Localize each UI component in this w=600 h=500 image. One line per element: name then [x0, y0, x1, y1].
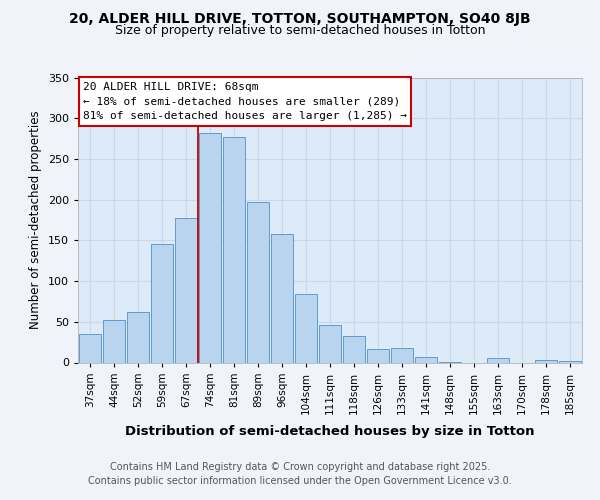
Bar [535, 360, 557, 362]
Bar [127, 312, 149, 362]
Bar [175, 218, 197, 362]
Bar [391, 348, 413, 362]
Text: Contains HM Land Registry data © Crown copyright and database right 2025.: Contains HM Land Registry data © Crown c… [110, 462, 490, 472]
Bar [199, 133, 221, 362]
Bar [487, 358, 509, 362]
Bar [559, 361, 581, 362]
Y-axis label: Number of semi-detached properties: Number of semi-detached properties [29, 110, 42, 330]
Bar [79, 334, 101, 362]
Bar [247, 202, 269, 362]
Bar [415, 357, 437, 362]
Bar [295, 294, 317, 362]
Bar [151, 244, 173, 362]
Text: Size of property relative to semi-detached houses in Totton: Size of property relative to semi-detach… [115, 24, 485, 37]
Text: 20, ALDER HILL DRIVE, TOTTON, SOUTHAMPTON, SO40 8JB: 20, ALDER HILL DRIVE, TOTTON, SOUTHAMPTO… [69, 12, 531, 26]
Bar [103, 320, 125, 362]
Bar [223, 137, 245, 362]
Bar [367, 350, 389, 362]
Bar [343, 336, 365, 362]
Text: Contains public sector information licensed under the Open Government Licence v3: Contains public sector information licen… [88, 476, 512, 486]
X-axis label: Distribution of semi-detached houses by size in Totton: Distribution of semi-detached houses by … [125, 425, 535, 438]
Text: 20 ALDER HILL DRIVE: 68sqm
← 18% of semi-detached houses are smaller (289)
81% o: 20 ALDER HILL DRIVE: 68sqm ← 18% of semi… [83, 82, 407, 122]
Bar [319, 325, 341, 362]
Bar [271, 234, 293, 362]
